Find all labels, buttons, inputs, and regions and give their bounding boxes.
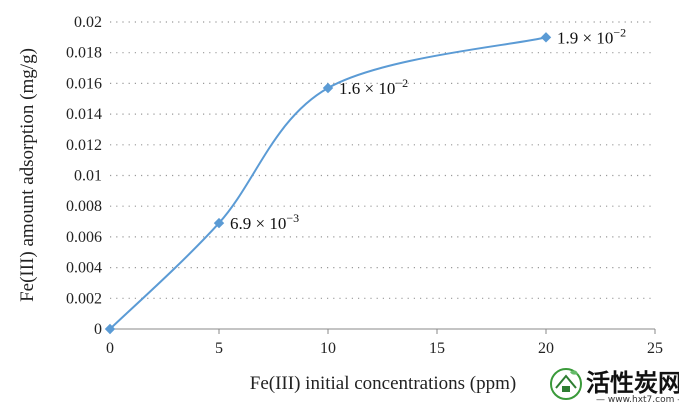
x-tick-label: 10 (320, 340, 336, 357)
y-tick-label: 0.002 (66, 290, 102, 307)
series-line (109, 36, 547, 330)
y-tick-label: 0.012 (66, 137, 102, 154)
axes (109, 328, 656, 334)
data-point (213, 217, 225, 229)
grid (110, 21, 655, 299)
data-points (104, 32, 552, 335)
annotations: 6.9 × 10−3 1.6 × 10−2 1.9 × 10−2 (230, 25, 626, 233)
watermark: 活性炭网 — www.hxt7.com — (550, 368, 679, 405)
leaf-logo-icon (550, 368, 582, 400)
y-tick-label: 0.02 (74, 14, 102, 31)
y-tick-label: 0.004 (66, 260, 102, 277)
data-point (540, 32, 552, 43)
y-axis-title: Fe(III) amount adsorption (mg/g) (17, 48, 38, 302)
x-tick-label: 5 (215, 340, 223, 357)
watermark-text: 活性炭网 (586, 369, 679, 397)
tick-labels: 0 0.002 0.004 0.006 0.008 0.01 0.012 0.014 0.016… (66, 14, 663, 357)
y-tick-label: 0.014 (66, 106, 102, 123)
y-tick-label: 0.008 (66, 198, 102, 215)
x-tick-label: 25 (647, 340, 663, 357)
y-tick-label: 0 (94, 321, 102, 338)
data-point (322, 82, 334, 94)
data-label: 1.9 × 10−2 (557, 25, 626, 47)
y-tick-label: 0.01 (74, 168, 102, 185)
x-tick-label: 20 (538, 340, 554, 357)
watermark-url: — www.hxt7.com — (596, 395, 679, 405)
y-tick-label: 0.018 (66, 45, 102, 62)
data-label: 1.6 × 10−2 (339, 76, 408, 98)
x-tick-label: 15 (429, 340, 445, 357)
x-axis-title: Fe(III) initial concentrations (ppm) (250, 373, 516, 394)
data-label: 6.9 × 10−3 (230, 211, 299, 233)
data-point (104, 323, 116, 335)
y-tick-label: 0.016 (66, 75, 102, 92)
y-tick-label: 0.006 (66, 229, 102, 246)
x-tick-label: 0 (106, 340, 114, 357)
